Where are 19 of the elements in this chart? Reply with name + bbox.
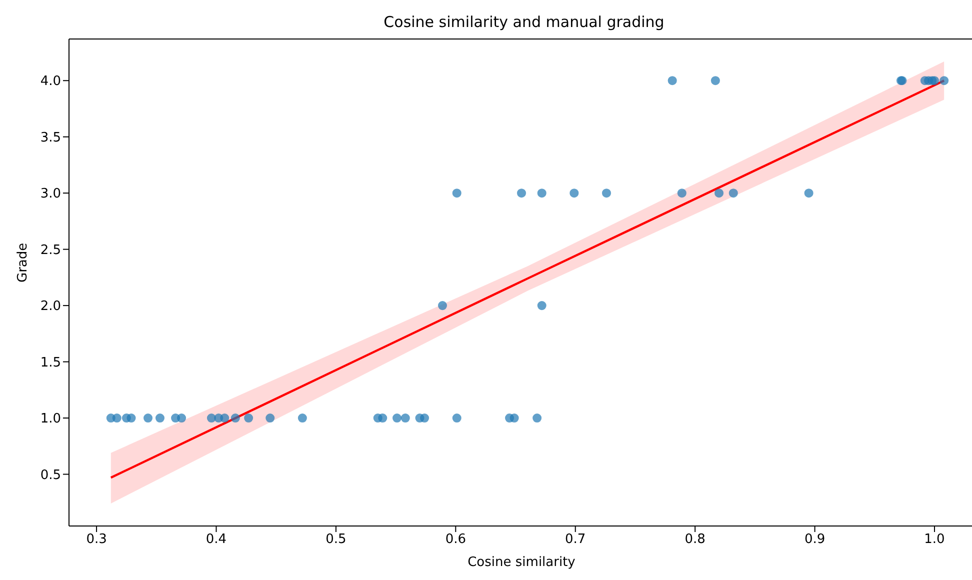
y-tick-label: 1.0 [40,412,61,427]
y-tick-label: 0.5 [40,468,61,483]
chart-title: Cosine similarity and manual grading [382,13,666,31]
x-tick-label: 0.8 [684,532,706,548]
x-tick-label: 1.0 [924,532,945,548]
y-tick-label: 2.5 [40,242,61,258]
x-tick-label: 0.3 [86,532,107,548]
x-tick-label: 0.9 [804,532,826,548]
x-tick-label: 0.6 [445,532,466,548]
y-tick-label: 4.0 [40,74,61,90]
x-axis-title: Cosine similarity [468,555,576,570]
y-tick-label: 3.5 [40,130,61,146]
y-tick-label: 1.5 [40,355,61,370]
x-tick-label: 0.5 [326,532,346,548]
y-axis-title: Grade [16,242,31,282]
x-tick-label: 0.4 [206,532,227,548]
x-tick-label: 0.7 [565,532,586,548]
y-tick-label: 2.0 [40,299,61,314]
y-tick-label: 3.0 [40,186,61,202]
